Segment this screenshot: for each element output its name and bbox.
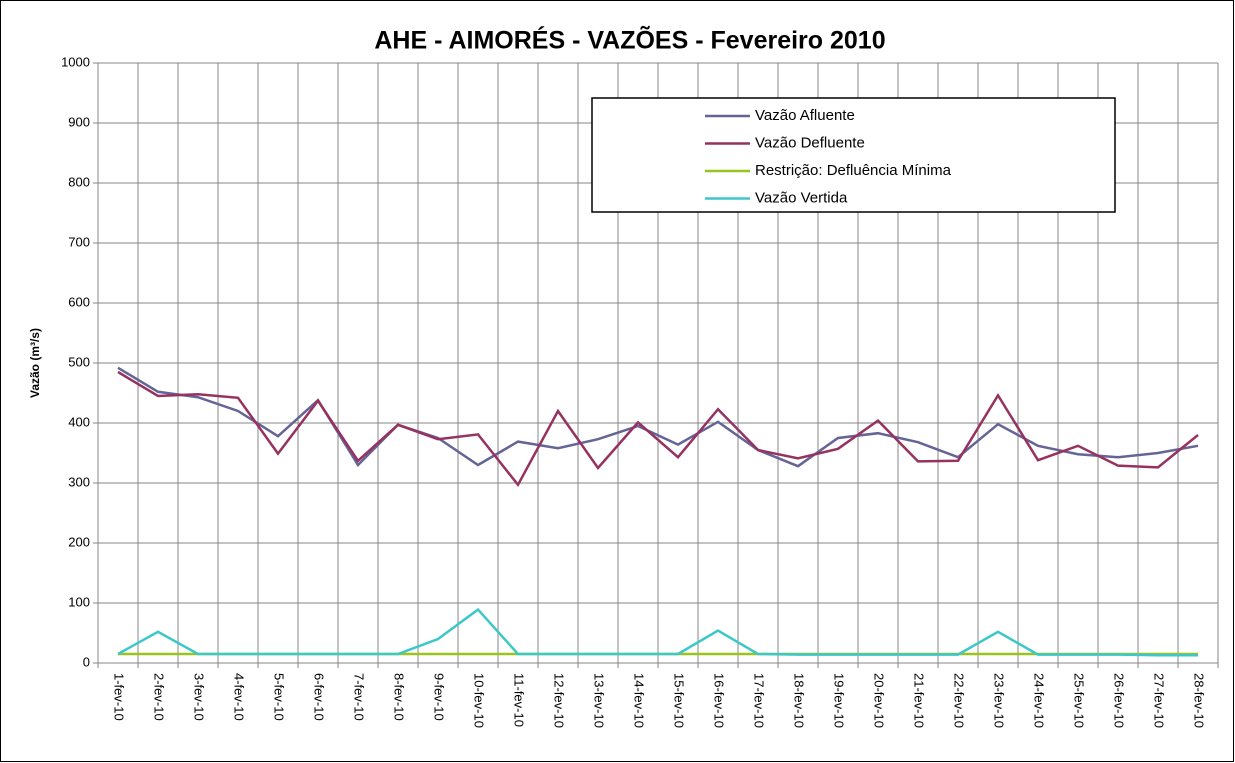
x-tick-label: 11-fev-10 [512, 673, 527, 727]
y-tick-label: 0 [83, 654, 90, 669]
y-tick-label: 900 [68, 114, 90, 129]
x-tick-label: 6-fev-10 [312, 673, 327, 721]
x-tick-label: 12-fev-10 [552, 673, 567, 728]
legend-label: Vazão Afluente [755, 107, 855, 124]
x-tick-label: 9-fev-10 [432, 673, 447, 721]
x-tick-label: 16-fev-10 [712, 673, 727, 728]
y-axis-label: Vazão (m³/s) [28, 328, 42, 398]
legend-label: Restrição: Defluência Mínima [755, 162, 952, 179]
x-tick-label: 22-fev-10 [952, 673, 967, 728]
y-tick-label: 800 [68, 174, 90, 189]
x-tick-label: 5-fev-10 [272, 673, 287, 721]
x-tick-label: 17-fev-10 [752, 673, 767, 728]
x-tick-label: 14-fev-10 [632, 673, 647, 728]
x-tick-label: 10-fev-10 [472, 673, 487, 728]
x-tick-label: 27-fev-10 [1152, 673, 1167, 728]
x-tick-label: 1-fev-10 [112, 673, 127, 721]
x-tick-label: 2-fev-10 [152, 673, 167, 721]
x-tick-label: 15-fev-10 [672, 673, 687, 728]
y-tick-label: 100 [68, 594, 90, 609]
x-tick-label: 13-fev-10 [592, 673, 607, 728]
x-tick-label: 19-fev-10 [832, 673, 847, 728]
series-line [117, 366, 1199, 468]
y-tick-label: 1000 [61, 54, 90, 69]
y-tick-label: 600 [68, 294, 90, 309]
x-tick-label: 3-fev-10 [192, 673, 207, 721]
x-tick-label: 20-fev-10 [872, 673, 887, 728]
legend-box [591, 97, 1116, 213]
legend-label: Vazão Defluente [755, 134, 865, 151]
y-tick-label: 200 [68, 534, 90, 549]
series-line [117, 607, 1198, 657]
y-tick-label: 700 [68, 234, 90, 249]
x-tick-label: 8-fev-10 [392, 673, 407, 721]
x-tick-label: 4-fev-10 [232, 673, 247, 721]
legend-label: Vazão Vertida [755, 189, 848, 206]
x-tick-label: 28-fev-10 [1192, 673, 1207, 728]
x-tick-label: 26-fev-10 [1112, 673, 1127, 728]
y-tick-label: 500 [68, 354, 90, 369]
y-tick-label: 400 [68, 414, 90, 429]
x-tick-label: 24-fev-10 [1032, 673, 1047, 728]
series-line [117, 370, 1199, 488]
x-tick-label: 7-fev-10 [352, 673, 367, 721]
x-tick-label: 18-fev-10 [792, 673, 807, 728]
y-tick-label: 300 [68, 474, 90, 489]
chart-title: AHE - AIMORÉS - VAZÕES - Fevereiro 2010 [374, 25, 885, 55]
x-tick-label: 25-fev-10 [1072, 673, 1087, 728]
x-tick-label: 23-fev-10 [992, 673, 1007, 728]
x-tick-label: 21-fev-10 [912, 673, 927, 728]
